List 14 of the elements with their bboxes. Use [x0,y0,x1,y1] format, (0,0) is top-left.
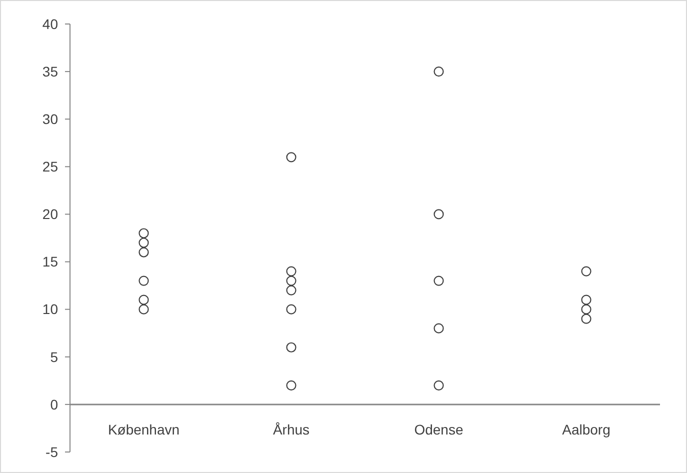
x-tick-label: Århus [272,421,310,438]
y-tick-label: 10 [42,301,58,318]
y-tick-label: 20 [42,206,58,222]
x-tick-label: København [108,421,180,438]
x-tick-label: Aalborg [562,421,610,438]
x-tick-label: Odense [414,421,464,438]
y-tick-label: 40 [42,16,58,32]
y-tick-label: -5 [46,444,58,460]
y-tick-label: 25 [42,158,58,175]
y-tick-label: 0 [50,396,58,412]
y-tick-label: 30 [42,111,58,128]
y-tick-label: 15 [42,254,58,270]
y-tick-label: 35 [42,63,58,80]
y-tick-label: 5 [50,348,58,365]
